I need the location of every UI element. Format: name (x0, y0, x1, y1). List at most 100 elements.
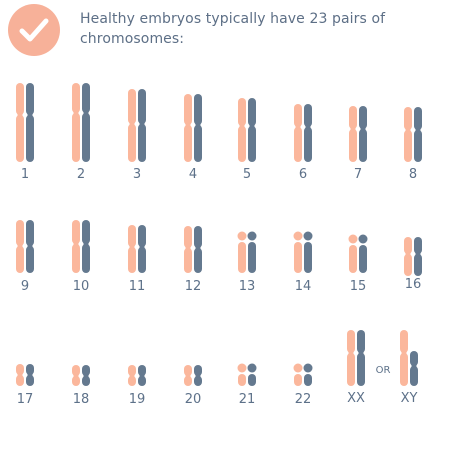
chromosome-label: 20 (185, 392, 202, 407)
x-chromosome (400, 330, 408, 386)
chromosome-label: 9 (21, 279, 29, 294)
paternal-chromosome (194, 365, 202, 386)
paternal-chromosome (26, 220, 34, 273)
paternal-chromosome (194, 226, 202, 273)
chromosome-label: 3 (133, 167, 141, 182)
chromosome-label: 18 (73, 392, 90, 407)
chromosome-label: 19 (129, 392, 146, 407)
chromosome-pair-15: 15 (348, 234, 368, 294)
chromosome-pair-17: 17 (16, 364, 34, 407)
chromosome-label: 10 (73, 279, 90, 294)
chromosome-label: 7 (354, 167, 362, 182)
maternal-chromosome (293, 231, 303, 273)
paternal-chromosome (414, 107, 422, 162)
paternal-chromosome (304, 104, 312, 162)
chromosome-label: 5 (243, 167, 251, 182)
paternal-chromosome (248, 98, 256, 162)
maternal-chromosome (184, 365, 192, 386)
chromosome-pair-21: 21 (237, 363, 257, 407)
paternal-chromosome (82, 220, 90, 273)
paternal-chromosome (414, 237, 422, 276)
check-badge (8, 4, 60, 56)
paternal-chromosome (138, 365, 146, 386)
or-separator: OR (376, 365, 391, 376)
chromosome-pair-2: 2 (72, 83, 90, 182)
maternal-chromosome (404, 107, 412, 162)
chromosome-label: 1 (21, 167, 29, 182)
maternal-chromosome (293, 363, 303, 386)
maternal-chromosome (72, 83, 80, 162)
chromosome-pair-22: 22 (293, 363, 313, 407)
paternal-chromosome (303, 231, 313, 273)
chromosome-pair-4: 4 (184, 94, 202, 182)
chromosome-label: 11 (129, 279, 146, 294)
chromosome-label: 16 (405, 277, 422, 292)
maternal-chromosome (128, 225, 136, 273)
chromosome-pair-16: 16 (404, 237, 422, 292)
maternal-chromosome (294, 104, 302, 162)
maternal-chromosome (184, 94, 192, 162)
header-text: Healthy embryos typically have 23 pairs … (80, 11, 386, 47)
chromosome-pair-1: 1 (16, 83, 34, 182)
maternal-chromosome (237, 363, 247, 386)
chromosome-pair-7: 7 (349, 106, 367, 182)
chromosome-label: 14 (295, 279, 312, 294)
chromosome-label: 4 (189, 167, 197, 182)
maternal-chromosome (348, 234, 358, 273)
paternal-chromosome (358, 234, 368, 273)
maternal-chromosome (349, 106, 357, 162)
paternal-chromosome (138, 225, 146, 273)
chromosome-label: XX (347, 391, 365, 406)
maternal-chromosome (16, 364, 24, 386)
paternal-chromosome (247, 363, 257, 386)
maternal-chromosome (238, 98, 246, 162)
maternal-chromosome (72, 220, 80, 273)
chromosome-pair-5: 5 (238, 98, 256, 182)
paternal-chromosome (26, 364, 34, 386)
paternal-chromosome (194, 94, 202, 162)
chromosome-label: 15 (350, 279, 367, 294)
paternal-chromosome (82, 83, 90, 162)
maternal-chromosome (128, 365, 136, 386)
chromosome-label: 6 (299, 167, 307, 182)
chromosome-label: 2 (77, 167, 85, 182)
chromosome-label: 8 (409, 167, 417, 182)
chromosome-label: 13 (239, 279, 256, 294)
paternal-chromosome (359, 106, 367, 162)
maternal-chromosome (184, 226, 192, 273)
chromosome-label: 22 (295, 392, 312, 407)
chromosome-label: XY (401, 391, 418, 406)
chromosome-pair-XX: XX (347, 330, 365, 406)
chromosome-pair-13: 13 (237, 231, 257, 294)
maternal-chromosome (128, 89, 136, 162)
paternal-chromosome (247, 231, 257, 273)
x-chromosome-paternal (357, 330, 365, 386)
chromosome-label: 17 (17, 392, 34, 407)
maternal-chromosome (237, 231, 247, 273)
chromosome-pair-11: 11 (128, 225, 146, 294)
chromosome-pair-12: 12 (184, 226, 202, 294)
x-chromosome-maternal (347, 330, 355, 386)
y-chromosome (410, 351, 418, 386)
chromosome-pair-XY: XY (400, 330, 418, 406)
chromosome-pair-3: 3 (128, 89, 146, 182)
chromosome-pair-14: 14 (293, 231, 313, 294)
paternal-chromosome (303, 363, 313, 386)
chromosome-pair-9: 9 (16, 220, 34, 294)
maternal-chromosome (16, 83, 24, 162)
chromosome-label: 12 (185, 279, 202, 294)
chromosome-pair-10: 10 (72, 220, 90, 294)
paternal-chromosome (138, 89, 146, 162)
chromosome-pair-18: 18 (72, 365, 90, 407)
chromosome-pair-8: 8 (404, 107, 422, 182)
chromosome-pair-6: 6 (294, 104, 312, 182)
chromosome-label: 21 (239, 392, 256, 407)
chromosome-pair-19: 19 (128, 365, 146, 407)
maternal-chromosome (72, 365, 80, 386)
maternal-chromosome (404, 237, 412, 276)
maternal-chromosome (16, 220, 24, 273)
paternal-chromosome (26, 83, 34, 162)
checkmark-icon (19, 18, 49, 42)
paternal-chromosome (82, 365, 90, 386)
